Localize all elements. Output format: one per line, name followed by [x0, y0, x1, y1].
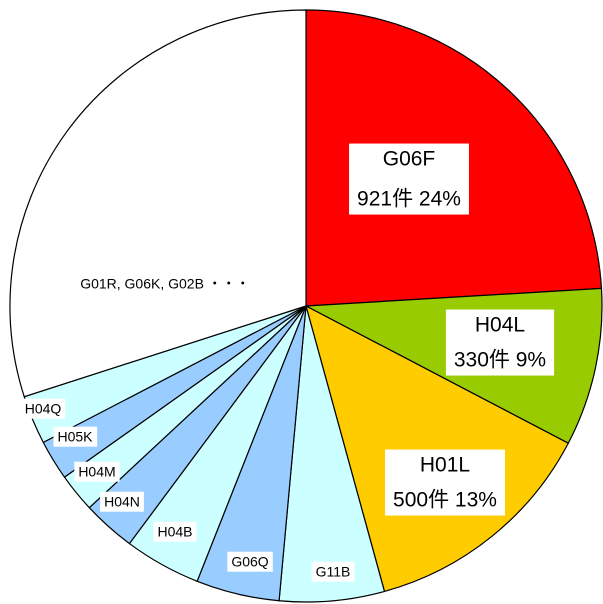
label-box	[153, 521, 197, 542]
slice-label: H04B	[157, 524, 192, 540]
value-label: 500件 13%	[393, 489, 497, 512]
slice-label: H04Q	[25, 401, 62, 417]
slice-label: H04N	[104, 494, 140, 510]
label-box	[53, 426, 98, 447]
slice-label: G11B	[316, 564, 351, 580]
label-box	[74, 461, 120, 482]
slice-label: H04L	[475, 314, 525, 337]
slice-label: G06Q	[231, 554, 268, 570]
label-box	[100, 491, 144, 512]
label-box	[20, 398, 66, 419]
slice-label: H04M	[78, 464, 115, 480]
pie-slice	[305, 304, 570, 593]
slice-label: H05K	[57, 429, 93, 445]
label-box	[311, 561, 355, 582]
label-box	[445, 309, 555, 376]
label-box	[227, 551, 273, 572]
value-label: 921件 24%	[357, 188, 461, 211]
slice-label: H01L	[420, 454, 470, 477]
pie-slice	[9, 9, 307, 398]
slice-label: G01R, G06K, G02B ・・・	[80, 276, 250, 292]
label-box	[349, 143, 469, 215]
label-box	[385, 449, 505, 516]
slice-label: G06F	[383, 148, 436, 171]
value-label: 330件 9%	[454, 349, 546, 372]
